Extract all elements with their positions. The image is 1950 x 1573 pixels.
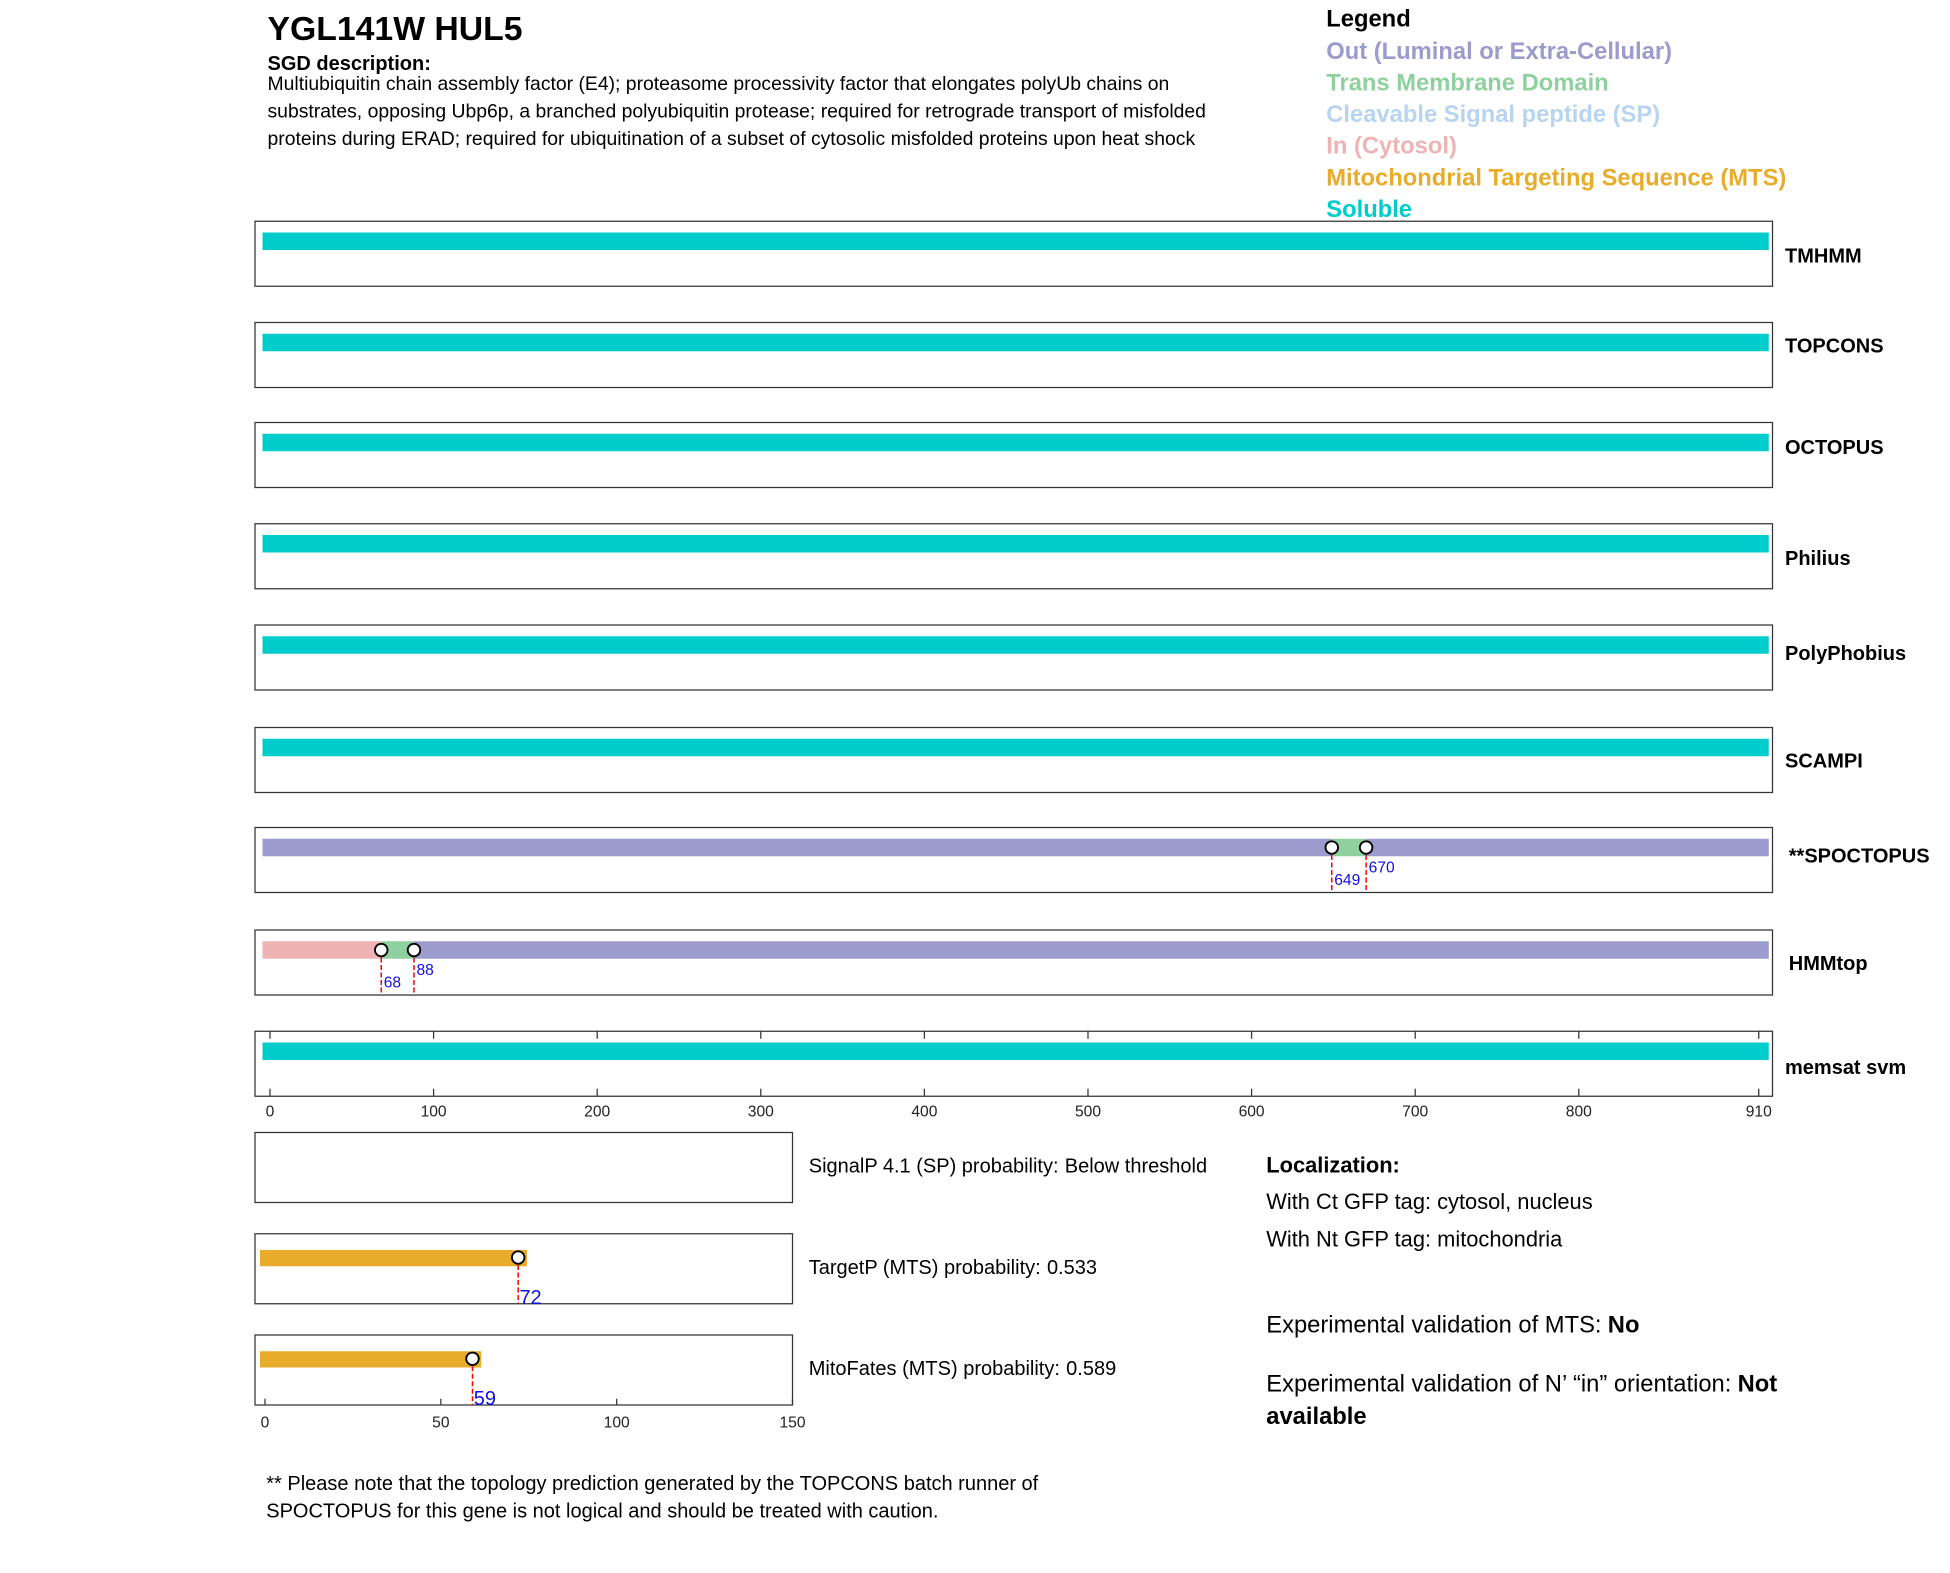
topology-segment [262, 738, 1769, 757]
mts-validation: Experimental validation of MTS: No [1266, 1312, 1639, 1339]
legend-item: Soluble [1326, 196, 1412, 223]
track-name: HMMtop [1789, 953, 1868, 975]
marker-label: 649 [1334, 872, 1360, 889]
topology-segment [262, 232, 1769, 250]
track-box [254, 523, 1774, 590]
description-line: proteins during ERAD; required for ubiqu… [268, 128, 1196, 150]
track-name: OCTOPUS [1785, 437, 1884, 459]
legend-item: Mitochondrial Targeting Sequence (MTS) [1326, 164, 1786, 191]
track-box [254, 220, 1774, 287]
track-box [254, 1030, 1774, 1097]
marker-point [465, 1351, 480, 1366]
mts-bar [260, 1250, 527, 1267]
marker-point [511, 1250, 526, 1265]
topology-segment [413, 941, 1769, 959]
x-tick-label: 700 [1402, 1103, 1428, 1120]
localization-title: Localization: [1266, 1153, 1400, 1178]
legend-title: Legend [1326, 5, 1410, 32]
sgd-label: SGD description: [268, 53, 431, 75]
orientation-value: available [1266, 1403, 1366, 1430]
x-tick-label: 100 [421, 1103, 447, 1120]
x-tick-label: 800 [1566, 1103, 1592, 1120]
x-tick-label: 100 [604, 1415, 630, 1432]
marker-label: 88 [416, 962, 433, 979]
panel-label-text: MitoFates (MTS) probability: [809, 1358, 1060, 1380]
localization-line: With Ct GFP tag: cytosol, nucleus [1266, 1189, 1592, 1214]
marker-point [374, 942, 389, 958]
x-tick-label: 50 [432, 1415, 450, 1432]
topology-segment [1366, 838, 1769, 857]
panel-label: SignalP 4.1 (SP) probability: Below thres… [809, 1156, 1207, 1178]
orientation-label: Experimental validation of N’ “in” orien… [1266, 1370, 1731, 1397]
marker-point [1358, 840, 1374, 855]
panel-value: Below threshold [1065, 1156, 1207, 1178]
marker-point [406, 942, 422, 958]
topology-segment [262, 433, 1769, 452]
marker-label: 59 [474, 1388, 496, 1410]
footnote-line: SPOCTOPUS for this gene is not logical a… [266, 1501, 938, 1523]
track-box [254, 321, 1774, 389]
x-tick-label: 0 [261, 1415, 270, 1432]
localization-line: With Nt GFP tag: mitochondria [1266, 1226, 1563, 1251]
topology-segment [1331, 838, 1367, 857]
orientation-validation: Experimental validation of N’ “in” orien… [1266, 1370, 1777, 1397]
x-tick-label: 500 [1075, 1103, 1101, 1120]
legend-item: Trans Membrane Domain [1326, 69, 1608, 96]
topology-segment [262, 535, 1769, 553]
x-tick-label: 0 [266, 1103, 275, 1120]
track-box [254, 929, 1774, 996]
marker-label: 68 [384, 975, 401, 992]
gene-title: YGL141W HUL5 [268, 10, 523, 48]
marker-label: 72 [519, 1287, 541, 1309]
mts-validation-label: Experimental validation of MTS: [1266, 1312, 1601, 1339]
track-name: Philius [1785, 548, 1851, 570]
topology-segment [262, 941, 382, 959]
x-tick-label: 200 [584, 1103, 610, 1120]
x-tick-label: 300 [748, 1103, 774, 1120]
panel-box [254, 1131, 794, 1204]
marker-label: 670 [1369, 860, 1395, 877]
track-name: PolyPhobius [1785, 643, 1906, 665]
track-box [254, 421, 1774, 489]
panel-label: TargetP (MTS) probability: 0.533 [809, 1257, 1097, 1279]
panel-value: 0.589 [1066, 1358, 1116, 1380]
panel-label-text: TargetP (MTS) probability: [809, 1257, 1041, 1279]
panel-label-text: SignalP 4.1 (SP) probability: [809, 1156, 1059, 1178]
panel-box [254, 1233, 794, 1305]
x-tick-label: 600 [1239, 1103, 1265, 1120]
topology-segment [262, 1042, 1769, 1060]
track-name: SCAMPI [1785, 751, 1863, 773]
topology-segment [262, 333, 1769, 352]
legend-item: Cleavable Signal peptide (SP) [1326, 101, 1660, 128]
track-name: memsat svm [1785, 1057, 1906, 1079]
description-line: Multiubiquitin chain assembly factor (E4… [268, 73, 1170, 95]
track-box [254, 826, 1774, 894]
track-name: TOPCONS [1785, 336, 1884, 358]
topology-segment [381, 941, 414, 959]
x-tick-label: 400 [911, 1103, 937, 1120]
topology-segment [262, 838, 1332, 857]
x-tick-label: 150 [779, 1415, 805, 1432]
legend-item: In (Cytosol) [1326, 133, 1457, 160]
track-name: TMHMM [1785, 246, 1862, 268]
track-box [254, 726, 1774, 794]
mts-bar [260, 1351, 482, 1368]
footnote-line: ** Please note that the topology predict… [266, 1473, 1038, 1495]
topology-segment [262, 636, 1769, 654]
track-name: **SPOCTOPUS [1789, 846, 1930, 868]
marker-point [1324, 840, 1339, 855]
orientation-value: Not [1738, 1370, 1778, 1397]
panel-label: MitoFates (MTS) probability: 0.589 [809, 1358, 1116, 1380]
panel-box [254, 1334, 794, 1406]
x-tick-label: 910 [1746, 1103, 1772, 1120]
track-box [254, 624, 1774, 691]
description-line: substrates, opposing Ubp6p, a branched p… [268, 101, 1206, 123]
mts-validation-value: No [1608, 1312, 1640, 1339]
legend-item: Out (Luminal or Extra-Cellular) [1326, 38, 1672, 65]
panel-value: 0.533 [1047, 1257, 1097, 1279]
